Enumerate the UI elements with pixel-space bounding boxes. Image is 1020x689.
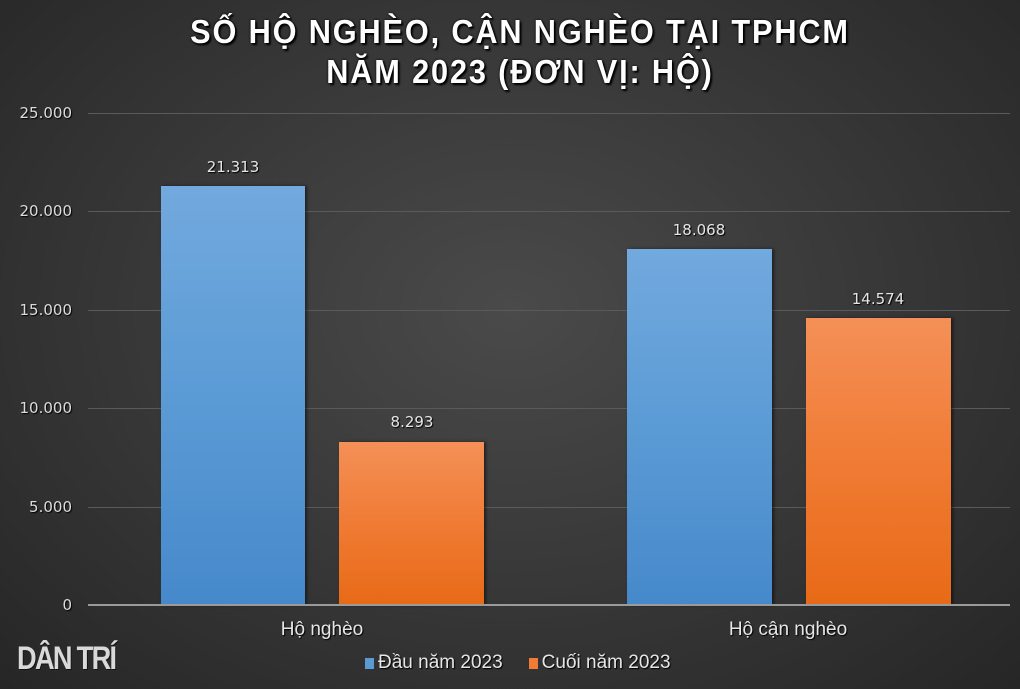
- dantri-logo: DÂN TRÍ: [17, 640, 117, 676]
- label-ho-can-ngheo-dau-nam: 18.068: [672, 221, 726, 239]
- label-ho-ngheo-dau-nam: 21.313: [206, 158, 260, 176]
- chart-title-line2: NĂM 2023 (ĐƠN VỊ: HỘ): [326, 53, 714, 90]
- y-tick-25000: 25.000: [19, 104, 73, 122]
- y-tick-15000: 15.000: [19, 301, 73, 319]
- y-tick-5000: 5.000: [29, 498, 72, 516]
- bar-ho-ngheo-dau-nam: [161, 186, 305, 605]
- category-ho-ngheo: Hộ nghèo: [280, 619, 364, 640]
- y-tick-10000: 10.000: [19, 399, 73, 417]
- legend-item-dau-nam: Đầu năm 2023: [365, 652, 503, 674]
- y-tick-20000: 20.000: [19, 202, 73, 220]
- bar-ho-can-ngheo-dau-nam: [627, 249, 772, 605]
- gridline-5000: [88, 507, 1010, 508]
- legend-label-cuoi-nam: Cuối năm 2023: [541, 652, 671, 673]
- gridline-20000: [88, 211, 1010, 212]
- label-ho-can-ngheo-cuoi-nam: 14.574: [851, 290, 905, 308]
- x-axis-line: [88, 604, 1010, 606]
- chart-title: SỐ HỘ NGHÈO, CẬN NGHÈO TẠI TPHCM NĂM 202…: [36, 12, 1003, 92]
- legend: Đầu năm 2023 Cuối năm 2023: [365, 652, 697, 674]
- category-ho-can-ngheo: Hộ cận nghèo: [728, 619, 848, 640]
- gridline-15000: [88, 310, 1010, 311]
- bar-ho-can-ngheo-cuoi-nam: [806, 318, 951, 605]
- legend-item-cuoi-nam: Cuối năm 2023: [528, 652, 671, 674]
- gridline-25000: [88, 113, 1010, 114]
- legend-swatch-blue-icon: [365, 657, 374, 669]
- legend-label-dau-nam: Đầu năm 2023: [378, 652, 503, 673]
- gridline-10000: [88, 408, 1010, 409]
- plot-area: 21.313 8.293 18.068 14.574: [88, 113, 1010, 606]
- y-tick-0: 0: [62, 596, 72, 614]
- bar-ho-ngheo-cuoi-nam: [339, 442, 484, 605]
- label-ho-ngheo-cuoi-nam: 8.293: [390, 413, 434, 431]
- legend-swatch-orange-icon: [528, 657, 538, 669]
- chart-title-line1: SỐ HỘ NGHÈO, CẬN NGHÈO TẠI TPHCM: [190, 13, 850, 50]
